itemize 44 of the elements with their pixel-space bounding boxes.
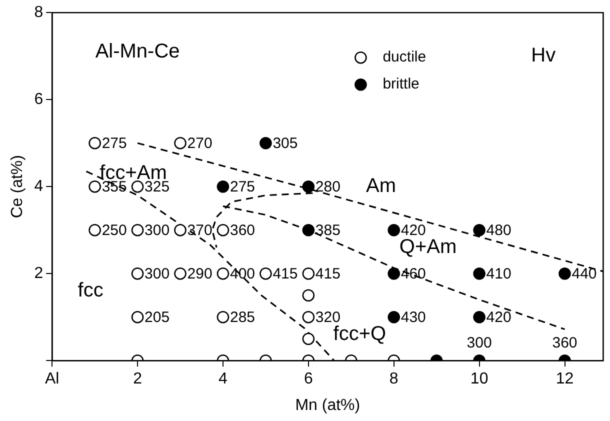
annotation: Al-Mn-Ce xyxy=(95,40,180,62)
annotation: 370 xyxy=(187,222,212,240)
annotation: 270 xyxy=(187,135,212,152)
annotation: 300 xyxy=(466,334,492,352)
y-tick-label: 6 xyxy=(34,91,44,108)
annotation: 410 xyxy=(486,266,512,283)
annotation: Hv xyxy=(531,44,556,67)
x-tick-label: 10 xyxy=(470,370,488,388)
annotation: 305 xyxy=(272,135,298,152)
x-tick-label: 2 xyxy=(133,370,142,388)
x-tick-label: 6 xyxy=(304,370,313,388)
annotation: 275 xyxy=(102,135,127,152)
annotation: Am xyxy=(366,175,396,198)
x-tick-label: 12 xyxy=(556,370,574,388)
annotation: 480 xyxy=(486,222,512,240)
annotation: 360 xyxy=(552,334,578,352)
y-tick-label: 8 xyxy=(34,4,44,22)
annotation: 290 xyxy=(187,266,212,283)
legend-label: ductile xyxy=(382,48,426,66)
annotation: 430 xyxy=(400,309,426,326)
annotation: 415 xyxy=(272,266,298,283)
annotation: 300 xyxy=(144,266,170,283)
annotation: 285 xyxy=(230,309,256,326)
annotation: fcc xyxy=(78,280,104,302)
annotation: 360 xyxy=(230,222,256,240)
x-tick-label: Al xyxy=(44,370,60,388)
x-tick-label: 8 xyxy=(389,370,398,388)
annotation: 420 xyxy=(486,309,512,326)
annotation: 250 xyxy=(102,222,127,240)
annotation: 440 xyxy=(572,266,597,283)
annotation: 400 xyxy=(230,266,256,283)
annotation: 205 xyxy=(144,309,170,326)
y-tick-label: 4 xyxy=(34,178,44,196)
annotation: 325 xyxy=(144,178,170,196)
legend-label: brittle xyxy=(382,76,420,93)
x-tick-label: 4 xyxy=(218,370,228,388)
annotation: 415 xyxy=(315,266,340,283)
annotation: 300 xyxy=(144,222,170,240)
annotation: 280 xyxy=(315,178,340,196)
annotation: 275 xyxy=(230,178,256,196)
x-axis-title: Mn (at%) xyxy=(295,396,360,414)
annotation: 385 xyxy=(315,222,340,240)
y-tick-label: 2 xyxy=(34,265,44,282)
y-axis-title: Ce (at%) xyxy=(9,155,26,218)
